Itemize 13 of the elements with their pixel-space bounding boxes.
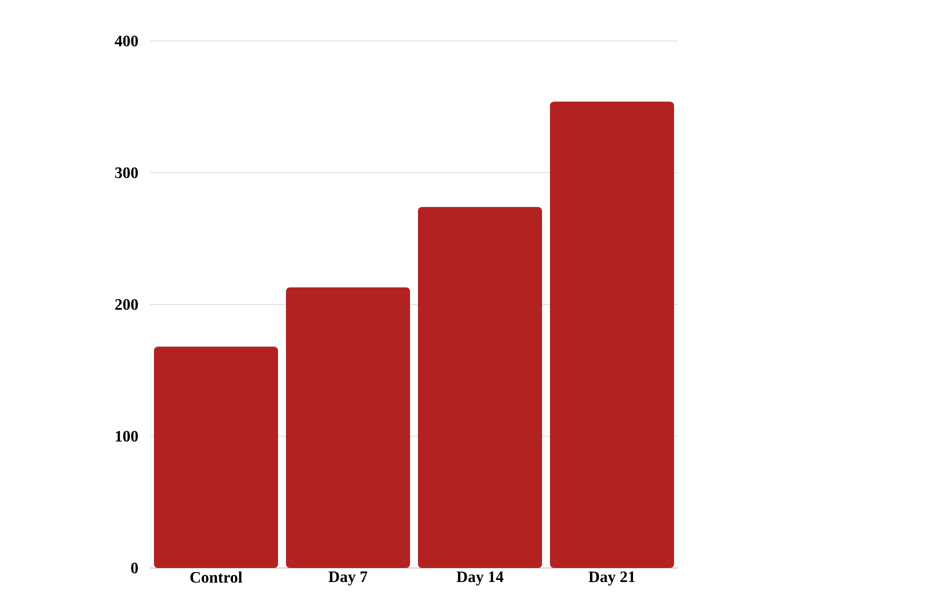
x-tick-label: Day 7 <box>328 572 368 586</box>
x-tick-label: Day 21 <box>588 572 635 586</box>
y-tick-label: 100 <box>116 430 138 442</box>
bar <box>154 346 278 568</box>
y-tick-label: 300 <box>115 167 138 178</box>
x-tick-label: Day 14 <box>456 572 504 586</box>
bar <box>286 287 410 568</box>
y-tick-label: 400 <box>114 36 138 46</box>
y-tick-label: 0 <box>131 562 138 574</box>
x-tick-label: Control <box>190 572 242 583</box>
bar <box>418 206 542 568</box>
bar <box>550 102 674 568</box>
y-tick-label: 200 <box>115 299 138 310</box>
